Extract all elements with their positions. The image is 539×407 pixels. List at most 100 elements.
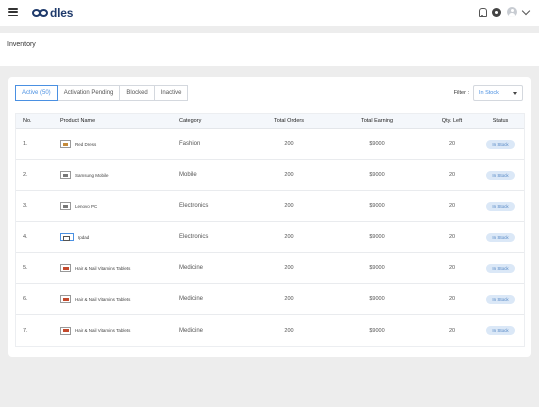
caret-down-icon <box>513 92 517 95</box>
inventory-table: No. Product Name Category Total Orders T… <box>15 113 525 347</box>
product-thumbnail-icon <box>60 295 71 303</box>
total-orders: 200 <box>284 234 294 240</box>
avatar-icon[interactable] <box>507 7 517 17</box>
row-number: 1. <box>23 141 28 147</box>
total-earning: $9000 <box>369 172 385 178</box>
product-cell[interactable]: Lenovo PC <box>53 202 179 210</box>
status-badge: In Stock <box>486 139 515 149</box>
total-earning: $9000 <box>369 234 385 240</box>
product-name: Hair & Nail Vitamins Tablets <box>75 265 131 271</box>
menu-icon[interactable] <box>8 8 18 16</box>
chevron-down-icon[interactable] <box>521 6 531 15</box>
total-orders: 200 <box>284 296 294 302</box>
qty-left: 20 <box>448 265 456 271</box>
column-header[interactable]: No. <box>23 118 32 124</box>
status-cell: In Stock <box>477 170 524 180</box>
row-number: 5. <box>23 265 28 271</box>
status-badge: In Stock <box>486 263 515 273</box>
row-number: 3. <box>23 203 28 209</box>
gear-icon[interactable] <box>492 7 501 17</box>
table-header: No. Product Name Category Total Orders T… <box>16 114 524 129</box>
status-cell: In Stock <box>477 326 524 335</box>
product-thumbnail-icon <box>60 233 74 241</box>
row-number: 6. <box>23 296 28 302</box>
category: Fashion <box>179 141 201 147</box>
total-orders: 200 <box>284 141 294 147</box>
product-cell[interactable]: Ipdad <box>53 233 179 241</box>
status-cell: In Stock <box>477 139 524 149</box>
product-name: Red Dress <box>75 141 97 147</box>
qty-left: 20 <box>448 327 456 334</box>
status-cell: In Stock <box>477 294 524 304</box>
total-earning: $9000 <box>369 265 385 271</box>
column-header[interactable]: Product Name <box>60 118 96 124</box>
status-cell: In Stock <box>477 201 524 211</box>
status-badge: In Stock <box>486 326 515 335</box>
filter-label: Filter : <box>453 90 469 96</box>
table-body: 1. Red Dress Fashion 200 $9000 20 In Stock 2. Sa… <box>16 129 524 346</box>
product-name: Ipdad <box>78 234 90 240</box>
qty-left: 20 <box>448 296 456 302</box>
qty-left: 20 <box>448 172 456 178</box>
qty-left: 20 <box>448 234 456 240</box>
total-earning: $9000 <box>369 296 385 302</box>
product-cell[interactable]: Hair & Nail Vitamins Tablets <box>53 295 179 303</box>
row-number: 2. <box>23 172 28 178</box>
status-badge: In Stock <box>486 201 515 211</box>
filter: Filter : In Stock <box>454 85 523 101</box>
product-thumbnail-icon <box>60 264 71 272</box>
total-orders: 200 <box>284 327 294 334</box>
column-header[interactable]: Status <box>492 118 509 124</box>
category: Medicine <box>179 265 204 271</box>
product-name: Hair & Nail Vitamins Tablets <box>75 296 131 302</box>
category: Medicine <box>179 296 204 302</box>
total-earning: $9000 <box>369 203 385 209</box>
header-actions <box>478 6 531 17</box>
row-number: 4. <box>23 234 28 240</box>
tab-blocked[interactable]: Blocked <box>120 85 155 101</box>
status-badge: In Stock <box>486 232 515 242</box>
status-badge: In Stock <box>486 170 515 180</box>
page-title: Inventory <box>7 41 36 48</box>
row-number: 7. <box>23 327 28 334</box>
total-orders: 200 <box>284 172 294 178</box>
table-row[interactable]: 4. Ipdad Electronics 200 $9000 20 In Stock <box>16 222 524 253</box>
total-earning: $9000 <box>369 327 385 334</box>
total-orders: 200 <box>284 203 294 209</box>
table-row[interactable]: 1. Red Dress Fashion 200 $9000 20 In Stock <box>16 129 524 160</box>
table-row[interactable]: 3. Lenovo PC Electronics 200 $9000 20 In Stock <box>16 191 524 222</box>
table-row[interactable]: 5. Hair & Nail Vitamins Tablets Medicine 20… <box>16 253 524 284</box>
table-row[interactable]: 2. Samsung Mobile Mobile 200 $9000 20 In Stock <box>16 160 524 191</box>
column-header[interactable]: Category <box>179 118 202 124</box>
tab-inactive[interactable]: Inactive <box>154 85 189 101</box>
product-name: Lenovo PC <box>75 203 98 209</box>
status-tabs: Active (50) Activation Pending Blocked I… <box>15 85 189 101</box>
logo[interactable]: dles <box>32 6 73 20</box>
product-thumbnail-icon <box>60 140 71 148</box>
product-cell[interactable]: Red Dress <box>53 140 179 148</box>
column-header[interactable]: Total Earning <box>360 118 394 124</box>
category: Electronics <box>179 234 209 240</box>
tab-active[interactable]: Active (50) <box>15 85 58 101</box>
bell-icon[interactable] <box>478 7 487 17</box>
table-row[interactable]: 6. Hair & Nail Vitamins Tablets Medicine 20… <box>16 284 524 315</box>
filter-select[interactable]: In Stock <box>473 85 523 101</box>
product-cell[interactable]: Samsung Mobile <box>53 171 179 179</box>
tab-activation-pending[interactable]: Activation Pending <box>57 85 121 101</box>
product-cell[interactable]: Hair & Nail Vitamins Tablets <box>53 264 179 272</box>
table-row[interactable]: 7. Hair & Nail Vitamins Tablets Medicine 20… <box>16 315 524 346</box>
category: Electronics <box>179 203 209 209</box>
qty-left: 20 <box>448 141 456 147</box>
column-header[interactable]: Total Orders <box>274 118 304 124</box>
product-thumbnail-icon <box>60 171 71 179</box>
product-thumbnail-icon <box>60 202 71 210</box>
filter-value: In Stock <box>479 90 499 96</box>
product-cell[interactable]: Hair & Nail Vitamins Tablets <box>53 326 179 335</box>
product-name: Samsung Mobile <box>75 172 109 178</box>
page-title-bar: Inventory <box>0 33 539 66</box>
top-bar: dles <box>0 0 539 26</box>
logo-mark-icon <box>32 8 49 18</box>
column-header[interactable]: Qty. Left <box>441 118 463 124</box>
status-badge: In Stock <box>486 294 515 304</box>
total-earning: $9000 <box>369 141 385 147</box>
